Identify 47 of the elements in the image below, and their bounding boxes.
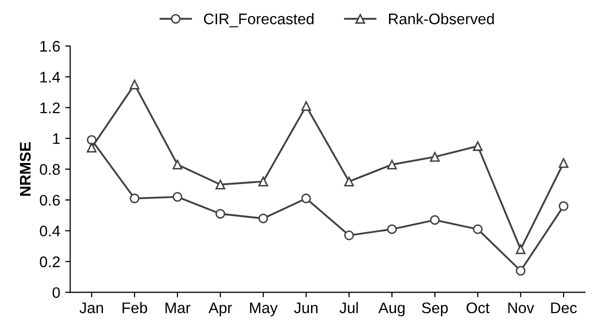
x-tick-label: Mar (166, 302, 190, 314)
point (430, 215, 440, 225)
y-tick-label: 1.6 (40, 40, 60, 52)
y-tick-label: 1.4 (40, 72, 60, 82)
y-tick-label: 1 (53, 133, 60, 144)
point (472, 224, 483, 234)
point (558, 158, 568, 168)
x-tick-label: Apr (208, 302, 232, 316)
x-tick-label: Jun (294, 302, 318, 314)
y-tick-label: 1.2 (40, 102, 60, 114)
point (516, 266, 526, 276)
x-tick-label: Jan (80, 302, 103, 314)
point (130, 194, 140, 204)
x-tick-label: Feb (122, 302, 148, 314)
point (344, 176, 354, 186)
x-tick-label: Dec (551, 302, 577, 314)
point (472, 141, 483, 151)
point (86, 142, 97, 152)
legend-label: CIR_Forecasted (204, 13, 314, 28)
point (516, 244, 526, 254)
y-axis-title: NRMSE (20, 142, 31, 196)
point (430, 152, 440, 162)
x-tick-label: Aug (378, 302, 405, 316)
point (130, 80, 140, 90)
point (558, 201, 568, 211)
point (215, 180, 226, 190)
point (387, 224, 397, 234)
x-tick-label: Jul (340, 302, 358, 314)
legend-label: Rank-Observed (389, 13, 494, 24)
x-tick-label: Nov (508, 302, 534, 314)
point (258, 176, 268, 186)
x-tick-label: Sep (422, 302, 448, 316)
y-tick-label: 0 (52, 287, 60, 298)
point (258, 214, 268, 224)
point (172, 192, 182, 202)
point (172, 160, 182, 170)
y-tick-label: 0.8 (40, 164, 60, 175)
x-tick-label: May (250, 302, 278, 316)
point (344, 230, 354, 240)
point (387, 160, 397, 170)
point (301, 101, 312, 111)
point (301, 194, 312, 204)
x-tick-label: Oct (466, 302, 490, 314)
y-tick-label: 0.2 (40, 256, 60, 268)
point (215, 208, 226, 219)
y-tick-label: 0.6 (40, 194, 60, 206)
y-tick-label: 0.4 (40, 226, 60, 236)
